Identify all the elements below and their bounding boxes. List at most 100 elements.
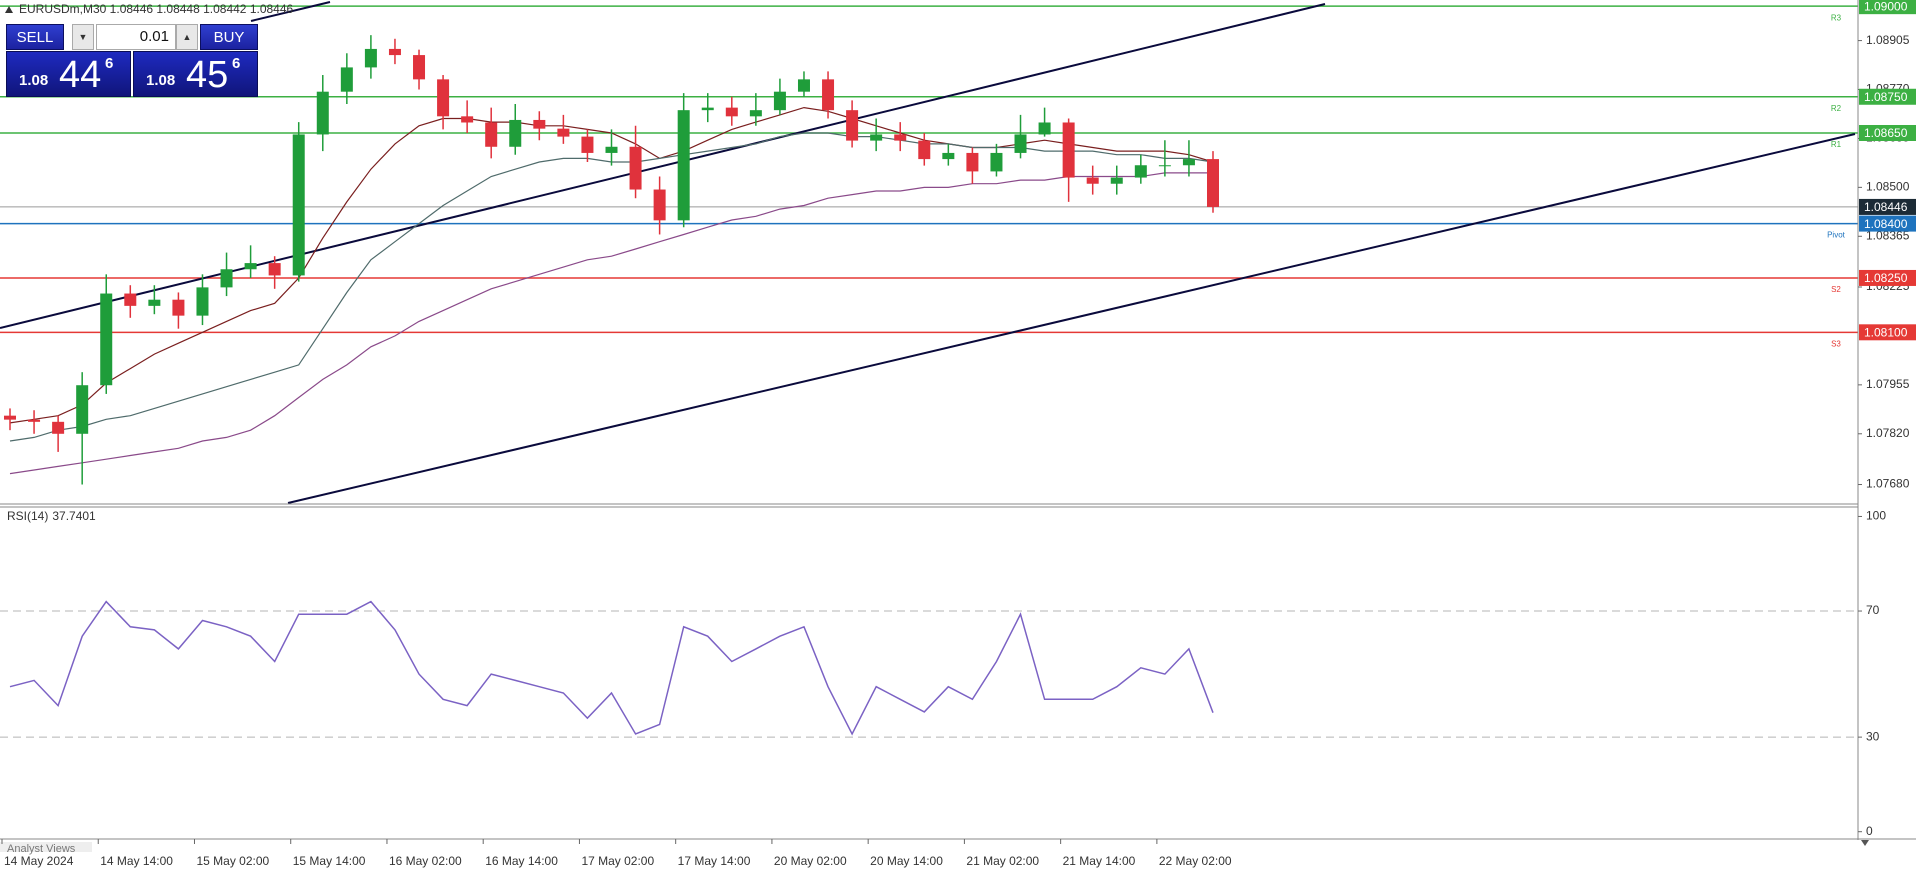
rsi-line xyxy=(9,600,1214,736)
level-label-box xyxy=(1859,124,1916,141)
candle-body xyxy=(413,55,426,80)
candle-body xyxy=(268,263,281,276)
candle-body xyxy=(1038,122,1051,135)
y-tick-label: 1.07955 xyxy=(1866,377,1910,391)
candle-body xyxy=(76,385,89,434)
buy-price[interactable]: 1.08 45 6 xyxy=(133,51,258,97)
candle-body xyxy=(629,146,642,190)
price-big: 1.08 xyxy=(19,72,49,89)
y-tick-label: 1.07820 xyxy=(1866,426,1910,440)
level-label-box xyxy=(1859,269,1916,286)
tab[interactable] xyxy=(0,842,92,852)
x-tick-label: 16 May 14:00 xyxy=(485,854,558,868)
candle-body xyxy=(364,48,377,68)
y-tick-label: 1.08500 xyxy=(1866,180,1910,194)
level-label: 1.08400 xyxy=(1864,217,1908,231)
price-main: 44 xyxy=(59,54,102,96)
trend-line[interactable] xyxy=(287,133,1856,504)
candle-body xyxy=(220,269,233,288)
candle-body xyxy=(918,140,931,160)
y-tick-label: 1.07680 xyxy=(1866,477,1910,491)
candle-body xyxy=(1207,159,1219,207)
x-tick-label: 15 May 14:00 xyxy=(293,854,366,868)
y-tick-label: 1.08905 xyxy=(1866,33,1910,47)
candle-body xyxy=(52,421,65,434)
candle-body xyxy=(942,152,955,160)
candle-body xyxy=(822,79,835,111)
scroll-marker xyxy=(1861,840,1869,846)
x-tick-label: 21 May 14:00 xyxy=(1063,854,1136,868)
candle-body xyxy=(100,293,113,386)
candle-body xyxy=(340,67,353,92)
candle-body xyxy=(557,128,570,137)
level-name: R2 xyxy=(1831,104,1842,113)
y-tick-label: 0 xyxy=(1866,824,1873,838)
y-tick-label: 100 xyxy=(1866,509,1886,523)
candle-body xyxy=(894,134,907,141)
price-big: 1.08 xyxy=(146,72,176,89)
x-tick-label: 16 May 02:00 xyxy=(389,854,462,868)
candle-body xyxy=(1134,165,1147,178)
x-tick-label: 21 May 02:00 xyxy=(966,854,1039,868)
x-tick-label: 20 May 14:00 xyxy=(870,854,943,868)
price-main: 45 xyxy=(186,54,229,96)
level-label-box xyxy=(1859,0,1916,15)
buy-button[interactable]: BUY xyxy=(200,24,258,50)
x-tick-label: 15 May 02:00 xyxy=(196,854,269,868)
candle-body xyxy=(677,110,690,221)
price-small: 6 xyxy=(105,55,114,72)
volume-input[interactable]: 0.01 xyxy=(96,24,176,50)
indicator-value: 37.7401 xyxy=(52,509,96,523)
price-small: 6 xyxy=(232,55,241,72)
level-name: R3 xyxy=(1831,13,1842,22)
collapse-icon[interactable] xyxy=(5,6,13,13)
analyst-views-tab[interactable]: Analyst Views xyxy=(7,843,76,855)
candle-body xyxy=(461,116,474,123)
level-label: 1.09000 xyxy=(1864,0,1908,13)
candle-body xyxy=(1014,134,1027,153)
trend-line[interactable] xyxy=(250,1,331,22)
volume-up[interactable]: ▲ xyxy=(176,24,198,50)
level-name: Pivot xyxy=(1827,231,1846,240)
candle-body xyxy=(172,299,185,316)
candle-body xyxy=(653,189,666,221)
level-name: S2 xyxy=(1831,285,1841,294)
level-label-box xyxy=(1859,324,1916,341)
x-tick-label: 14 May 2024 xyxy=(4,854,74,868)
moving-average xyxy=(9,172,1213,475)
candle-body xyxy=(316,91,329,135)
y-tick-label: 1.08365 xyxy=(1866,228,1910,242)
indicator-title: RSI(14) xyxy=(7,509,48,523)
y-tick-label: 70 xyxy=(1866,603,1880,617)
candle-body xyxy=(846,110,859,141)
candle-body xyxy=(966,152,979,172)
indicator-label: RSI(14) 37.7401 xyxy=(7,509,96,523)
candle-body xyxy=(196,287,209,316)
last-price-box xyxy=(1859,198,1916,215)
candle-body xyxy=(581,136,594,153)
candle-body xyxy=(533,119,546,129)
candle-body xyxy=(437,79,450,117)
x-tick-label: 14 May 14:00 xyxy=(100,854,173,868)
y-tick-label: 30 xyxy=(1866,729,1880,743)
candle-body xyxy=(797,79,810,92)
candle-body xyxy=(4,415,16,420)
candle-body xyxy=(28,419,41,422)
sell-price[interactable]: 1.08 44 6 xyxy=(6,51,131,97)
sell-button[interactable]: SELL xyxy=(6,24,64,50)
one-click-trading: SELL ▼ 0.01 ▲ BUY 1.08 44 6 1.08 45 6 xyxy=(6,24,258,97)
candle-body xyxy=(1182,159,1195,166)
volume-down[interactable]: ▼ xyxy=(72,24,94,50)
candle-body xyxy=(773,91,786,111)
candle-body xyxy=(870,134,883,141)
x-tick-label: 17 May 14:00 xyxy=(678,854,751,868)
candle-body xyxy=(725,107,738,117)
level-label-box xyxy=(1859,215,1916,232)
level-label: 1.08750 xyxy=(1864,90,1908,104)
candle-body xyxy=(509,119,522,147)
x-tick-label: 17 May 02:00 xyxy=(581,854,654,868)
